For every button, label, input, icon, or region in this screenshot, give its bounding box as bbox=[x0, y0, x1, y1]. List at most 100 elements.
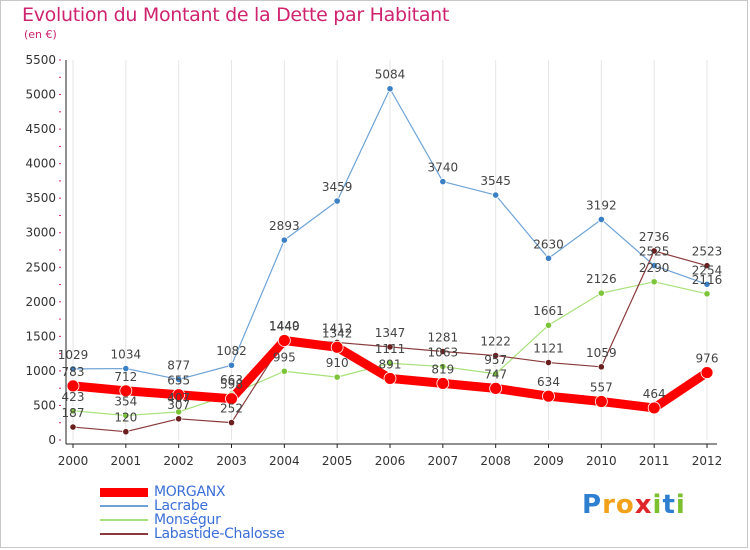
legend-item-mons-gur: Monségur bbox=[100, 513, 285, 527]
data-label-mons-gur: 407 bbox=[167, 391, 190, 405]
data-label-lacrabe: 2525 bbox=[639, 245, 670, 259]
data-label-morganx: 1342 bbox=[322, 326, 353, 340]
data-label-lacrabe: 1034 bbox=[111, 348, 142, 362]
legend-label: Lacrabe bbox=[154, 498, 208, 514]
x-tick-label: 2007 bbox=[428, 454, 459, 468]
legend-item-morganx: MORGANX bbox=[100, 485, 285, 499]
data-label-morganx: 819 bbox=[431, 362, 454, 376]
legend-label: MORGANX bbox=[154, 484, 226, 500]
data-label-morganx: 634 bbox=[537, 375, 560, 389]
point-labastide-chalosse bbox=[703, 262, 711, 270]
x-tick-label: 2008 bbox=[480, 454, 511, 468]
data-label-labastide-chalosse: 1449 bbox=[269, 319, 300, 333]
point-mons-gur bbox=[544, 321, 553, 329]
data-label-morganx: 747 bbox=[484, 367, 507, 381]
x-tick-label: 2003 bbox=[216, 454, 247, 468]
point-morganx bbox=[489, 381, 503, 395]
x-tick-label: 2006 bbox=[375, 454, 406, 468]
data-label-mons-gur: 354 bbox=[114, 395, 137, 409]
legend-swatch bbox=[100, 505, 148, 507]
data-label-morganx: 976 bbox=[696, 352, 719, 366]
point-lacrabe bbox=[492, 191, 500, 199]
x-tick-label: 2012 bbox=[692, 454, 723, 468]
chart-title: Evolution du Montant de la Dette par Hab… bbox=[22, 4, 450, 26]
data-label-labastide-chalosse: 1281 bbox=[428, 330, 459, 344]
data-label-mons-gur: 1111 bbox=[375, 342, 406, 356]
point-labastide-chalosse bbox=[597, 363, 605, 371]
point-lacrabe bbox=[69, 365, 77, 373]
data-label-labastide-chalosse: 1222 bbox=[480, 335, 511, 349]
point-lacrabe bbox=[227, 361, 236, 369]
data-label-labastide-chalosse: 1059 bbox=[586, 346, 617, 360]
legend-label: Monségur bbox=[154, 512, 221, 528]
y-tick-label: 4500 bbox=[25, 122, 56, 136]
data-label-mons-gur: 2126 bbox=[586, 272, 617, 286]
x-tick-label: 2001 bbox=[111, 454, 142, 468]
point-labastide-chalosse bbox=[227, 418, 236, 427]
data-label-mons-gur: 910 bbox=[326, 356, 349, 370]
data-label-morganx: 464 bbox=[643, 387, 666, 401]
data-label-labastide-chalosse: 252 bbox=[220, 402, 243, 416]
data-label-morganx: 712 bbox=[114, 370, 137, 384]
point-lacrabe bbox=[175, 375, 183, 384]
data-label-morganx: 1440 bbox=[269, 320, 300, 334]
point-labastide-chalosse bbox=[386, 343, 394, 351]
legend-item-labastide-chalosse: Labastide-Chalosse bbox=[100, 527, 285, 541]
point-lacrabe bbox=[386, 85, 394, 93]
data-label-labastide-chalosse: 1121 bbox=[533, 342, 564, 356]
data-label-lacrabe: 5084 bbox=[375, 68, 406, 82]
point-labastide-chalosse bbox=[544, 358, 553, 367]
data-label-labastide-chalosse: 2736 bbox=[639, 230, 670, 244]
y-tick-label: 3500 bbox=[25, 191, 56, 205]
point-mons-gur bbox=[333, 373, 341, 381]
data-label-morganx: 891 bbox=[379, 357, 402, 371]
x-tick-label: 2010 bbox=[586, 454, 617, 468]
x-tick-label: 2004 bbox=[269, 454, 300, 468]
legend-swatch bbox=[100, 533, 148, 535]
y-tick-label: 1500 bbox=[25, 329, 56, 343]
data-label-labastide-chalosse: 2523 bbox=[692, 245, 723, 259]
point-mons-gur bbox=[492, 370, 500, 378]
data-label-morganx: 783 bbox=[62, 365, 85, 379]
legend: MORGANX Lacrabe Monségur Labastide-Chalosse bbox=[100, 485, 285, 541]
x-tick-label: 2011 bbox=[639, 454, 670, 468]
data-label-lacrabe: 3459 bbox=[322, 180, 353, 194]
y-tick-label: 5500 bbox=[25, 53, 56, 67]
data-label-labastide-chalosse: 1412 bbox=[322, 321, 353, 335]
legend-swatch bbox=[100, 519, 148, 521]
data-label-lacrabe: 3545 bbox=[480, 174, 511, 188]
data-label-morganx: 598 bbox=[220, 378, 243, 392]
point-morganx bbox=[542, 389, 555, 403]
data-label-mons-gur: 957 bbox=[484, 353, 507, 367]
data-label-mons-gur: 1661 bbox=[533, 304, 564, 318]
data-label-mons-gur: 2116 bbox=[692, 273, 723, 287]
point-mons-gur bbox=[69, 407, 77, 415]
point-morganx bbox=[594, 395, 608, 408]
legend-item-lacrabe: Lacrabe bbox=[100, 499, 285, 513]
data-labels: 1029 1034 877 1082 2893 3459 5084 3740 3545 2630 3… bbox=[58, 68, 723, 425]
x-tick-label: 2009 bbox=[533, 454, 564, 468]
point-labastide-chalosse bbox=[69, 423, 77, 431]
x-tick-label: 2000 bbox=[58, 454, 89, 468]
point-morganx bbox=[277, 334, 291, 347]
point-mons-gur bbox=[597, 289, 605, 297]
point-lacrabe bbox=[650, 261, 658, 270]
legend-label: Labastide-Chalosse bbox=[154, 526, 285, 542]
data-label-lacrabe: 877 bbox=[167, 358, 190, 372]
point-lacrabe bbox=[280, 236, 288, 244]
data-label-labastide-chalosse: 187 bbox=[62, 406, 85, 420]
data-label-lacrabe: 2254 bbox=[692, 263, 723, 277]
point-lacrabe bbox=[597, 215, 605, 224]
point-lacrabe bbox=[703, 280, 711, 288]
point-labastide-chalosse bbox=[122, 428, 130, 436]
data-label-lacrabe: 3740 bbox=[428, 161, 459, 175]
chart-subtitle: (en €) bbox=[24, 28, 57, 41]
y-tick-label: 2500 bbox=[25, 260, 56, 274]
y-tick-label: 0 bbox=[48, 433, 56, 447]
point-morganx bbox=[225, 392, 238, 406]
data-label-mons-gur: 995 bbox=[273, 350, 296, 364]
point-lacrabe bbox=[333, 197, 341, 205]
point-mons-gur bbox=[280, 367, 288, 375]
